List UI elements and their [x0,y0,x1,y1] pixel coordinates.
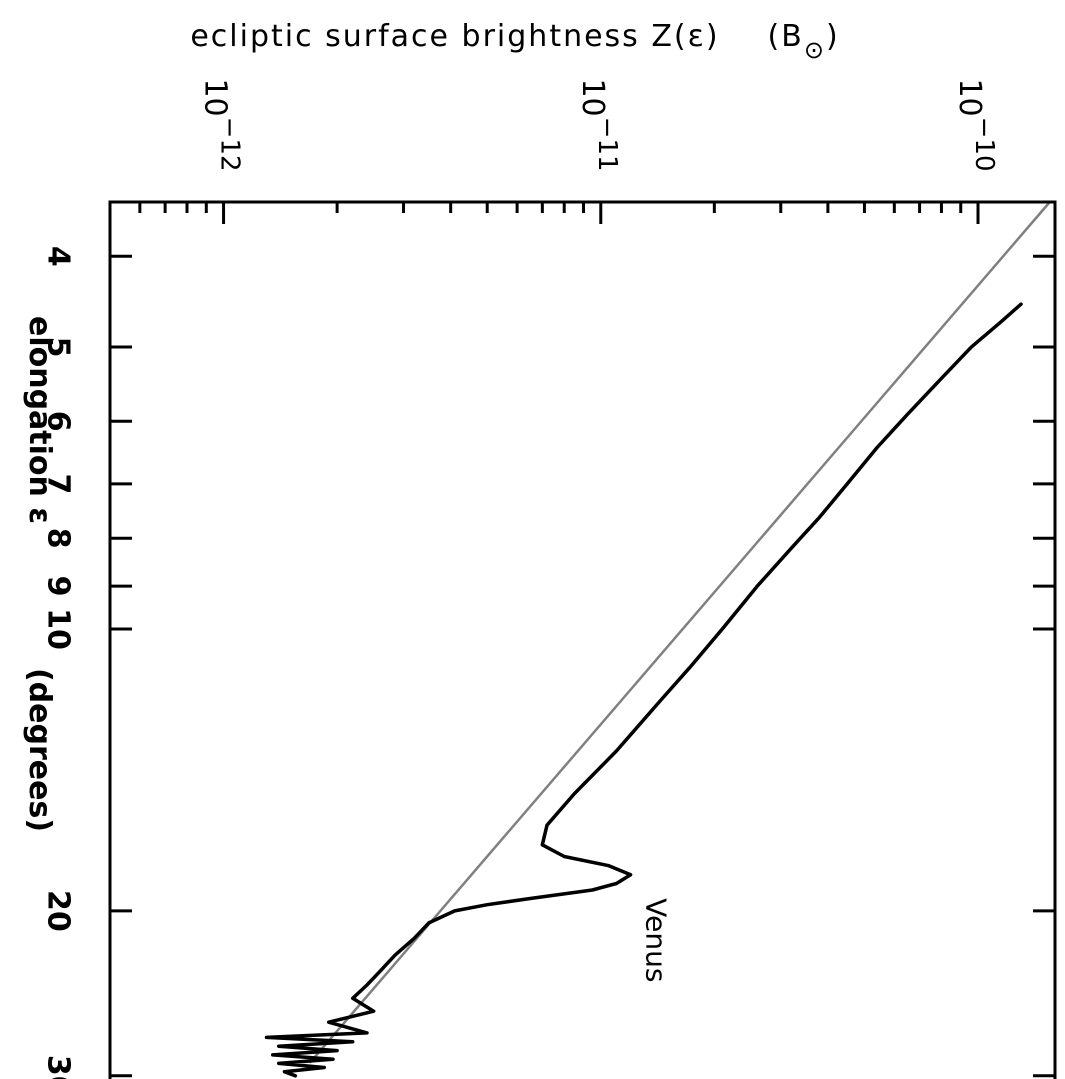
y-tick-label-group: 10−11 [575,78,622,171]
x-tick-label-group: 8 [41,528,76,549]
x-axis-title-unit: (degrees) [22,668,57,832]
x-tick-label: 10 [41,608,76,650]
y-axis-title: ecliptic surface brightness Z(ε) (B⊙) [190,19,839,64]
x-tick-label: 8 [41,528,76,549]
x-tick-label: 6 [41,411,76,432]
y-axis-title-main: ecliptic surface brightness Z(ε) [190,19,719,54]
x-tick-label-group: 10 [41,608,76,650]
series-layer [264,200,1052,1078]
x-tick-label-group: 4 [41,246,76,267]
y-tick-base: 10 [953,78,988,116]
y-tick-label: 10−10 [953,78,1000,171]
y-tick-base: 10 [198,78,233,116]
x-tick-label-group: 20 [41,890,76,932]
x-tick-label-group: 9 [41,576,76,597]
y-tick-exponent: −11 [592,117,622,172]
venus-annotation: Venus [639,898,672,982]
y-tick-exponent: −10 [969,117,999,172]
x-tick-label: 4 [41,246,76,267]
y-tick-label-group: 10−10 [953,78,1000,171]
x-tick-label: 9 [41,576,76,597]
x-tick-label-group: 7 [41,473,76,494]
x-tick-label: 7 [41,473,76,494]
x-axis-title: elongation ε (degrees) [22,316,57,832]
ticks-layer [108,202,1055,1078]
y-tick-base: 10 [575,78,610,116]
x-tick-label: 30 [41,1055,76,1079]
y-tick-exponent: −12 [215,117,245,172]
fit-line-series [309,200,1052,1064]
x-axis-title-main: elongation ε [22,316,57,524]
annotation-group: Venus [639,898,672,982]
x-tick-label-group: 6 [41,411,76,432]
y-tick-label-group: 10−12 [198,78,245,171]
x-tick-label-group: 5 [41,337,76,358]
sun-symbol-subscript: ⊙ [804,36,826,64]
x-tick-label: 20 [41,890,76,932]
y-axis-unit-suffix: ) [826,19,840,54]
y-axis-unit-prefix: (B [768,19,804,54]
y-tick-label: 10−11 [575,78,622,171]
measured-brightness-series [264,302,1023,1078]
x-tick-label-group: 30 [41,1055,76,1079]
y-tick-label: 10−12 [198,78,245,171]
x-tick-label: 5 [41,337,76,358]
plot-frame [108,200,1057,1079]
